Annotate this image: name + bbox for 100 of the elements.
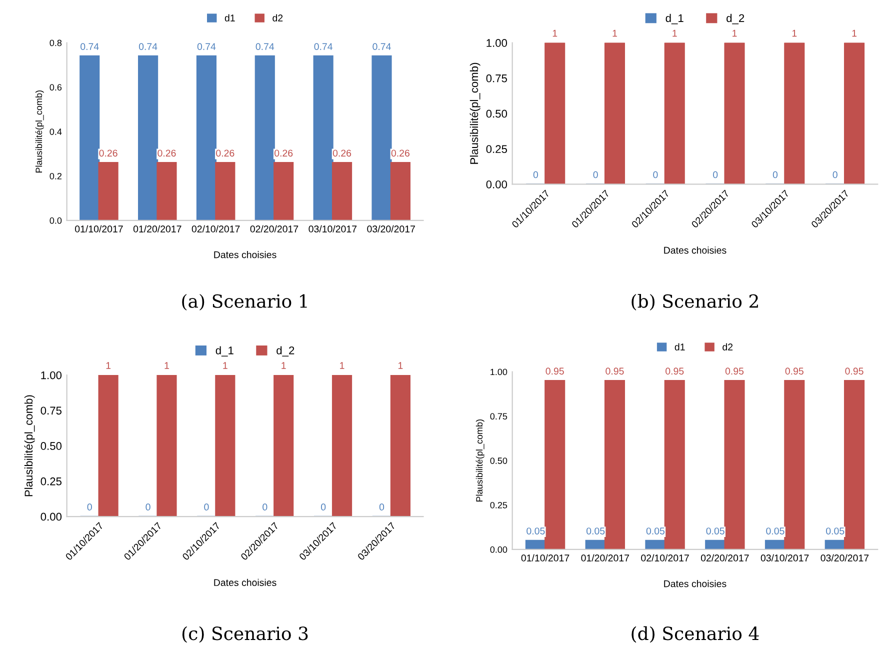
y-tick-label: 1.00 [490, 368, 508, 376]
data-label: 0.05 [826, 528, 844, 534]
y-tick-label: 0.00 [490, 546, 508, 553]
data-label: 0.26 [158, 150, 176, 157]
data-label: 1 [223, 362, 228, 369]
data-label: 0.95 [606, 368, 624, 375]
data-label: 0 [593, 171, 598, 178]
x-tick-label: 03/20/2017 [367, 225, 415, 232]
x-tick-label: 02/10/2017 [641, 554, 689, 562]
data-label: 0.95 [785, 368, 804, 375]
data-label: 0.05 [526, 528, 545, 534]
x-tick-label: 03/20/2017 [820, 554, 869, 562]
y-tick-label: 0.4 [50, 128, 62, 135]
data-label: 0 [379, 504, 384, 510]
y-tick-label: 0.75 [490, 413, 508, 420]
x-axis-title: Dates choisies [214, 578, 276, 586]
legend-label: d1 [224, 14, 235, 22]
data-label: 0 [204, 504, 209, 510]
data-label: 0.05 [706, 528, 724, 534]
y-tick-label: 0.25 [40, 477, 62, 486]
data-label: 0.26 [216, 150, 234, 157]
y-tick-label: 0.00 [486, 180, 508, 188]
data-label: 0.95 [725, 368, 744, 375]
data-label: 1 [672, 30, 677, 37]
data-label: 0.74 [138, 43, 158, 50]
data-label: 0.95 [845, 368, 864, 375]
y-tick-label: 0.50 [490, 458, 508, 464]
y-tick-label: 0.50 [40, 442, 62, 450]
x-tick-label: 01/10/2017 [75, 225, 123, 232]
y-tick-label: 0.50 [486, 110, 508, 118]
y-tick-label: 1.00 [486, 39, 508, 47]
y-axis-title: Plausibilité(pl_comb) [476, 420, 484, 502]
data-label: 0.95 [666, 368, 684, 375]
data-label: 0.74 [314, 43, 332, 50]
data-label: 0.74 [256, 43, 274, 50]
text: (d) Scenario 4 [632, 626, 759, 643]
data-label: 0 [533, 171, 538, 178]
x-tick-label: 02/20/2017 [700, 554, 749, 562]
data-label: 0 [146, 504, 150, 510]
data-label: 0 [713, 171, 718, 178]
y-tick-label: 0.25 [486, 145, 507, 154]
data-label: 1 [732, 30, 737, 37]
data-label: 0.26 [391, 150, 410, 157]
x-tick-label: 02/20/2017 [250, 225, 298, 232]
legend-label: d_1 [666, 14, 684, 24]
data-label: 1 [106, 362, 111, 369]
legend-label: d1 [674, 343, 685, 350]
legend-label: d_2 [276, 346, 294, 356]
x-tick-label: 01/20/2017 [581, 554, 629, 562]
data-label: 1 [340, 362, 344, 369]
x-axis-title: Dates choisies [664, 580, 726, 588]
data-label: 1 [282, 362, 286, 369]
data-label: 1 [612, 30, 617, 37]
x-tick-label: 01/20/2017 [133, 225, 182, 232]
legend-label: d_1 [216, 346, 234, 356]
legend-label: d2 [272, 14, 283, 22]
data-label: 0.74 [372, 43, 391, 50]
y-axis-title: Plausibilité(pl_comb) [35, 90, 44, 173]
y-tick-label: 0.00 [40, 512, 62, 521]
legend-label: d2 [722, 343, 733, 350]
x-tick-label: 02/10/2017 [192, 225, 240, 232]
text: (c) Scenario 3 [182, 626, 308, 643]
y-tick-label: 0.2 [50, 172, 62, 180]
data-label: 1 [398, 362, 403, 369]
data-label: 0 [87, 504, 92, 510]
y-tick-label: 0.75 [40, 406, 62, 415]
data-label: 1 [164, 362, 169, 369]
data-label: 0 [653, 171, 658, 178]
data-label: 0.05 [646, 528, 665, 534]
y-tick-label: 1.00 [41, 371, 62, 380]
data-label: 0.05 [766, 528, 784, 534]
y-tick-label: 0.8 [50, 40, 62, 46]
data-label: 0 [832, 171, 838, 178]
legend-label: d_2 [726, 14, 744, 24]
data-label: 1 [792, 30, 797, 37]
x-tick-label: 03/10/2017 [760, 554, 809, 562]
y-tick-label: 0.25 [490, 502, 508, 508]
data-label: 1 [852, 30, 857, 37]
text: (b) Scenario 2 [632, 294, 758, 310]
data-label: 0.26 [274, 150, 293, 157]
data-label: 0.26 [332, 150, 352, 157]
data-label: 0.74 [197, 43, 216, 50]
x-tick-label: 03/10/2017 [308, 225, 357, 232]
y-tick-label: 0.0 [50, 217, 62, 224]
y-tick-label: 0.75 [486, 74, 507, 82]
data-label: 0.74 [80, 43, 99, 50]
data-label: 0.95 [546, 368, 564, 375]
x-tick-label: 01/10/2017 [521, 554, 570, 562]
y-axis-title: Plausibilité(pl_comb) [470, 62, 480, 164]
data-label: 0.26 [99, 150, 118, 157]
data-label: 0 [320, 504, 326, 510]
data-label: 0 [262, 504, 268, 510]
text: (a) Scenario 1 [182, 294, 307, 310]
data-label: 0 [772, 171, 778, 178]
data-label: 1 [552, 30, 558, 37]
x-axis-title: Dates choisies [214, 251, 276, 258]
data-label: 0.05 [586, 528, 605, 534]
y-tick-label: 0.6 [50, 84, 62, 91]
y-axis-title: Plausibilité(pl_comb) [24, 395, 35, 496]
x-axis-title: Dates choisies [664, 246, 726, 254]
